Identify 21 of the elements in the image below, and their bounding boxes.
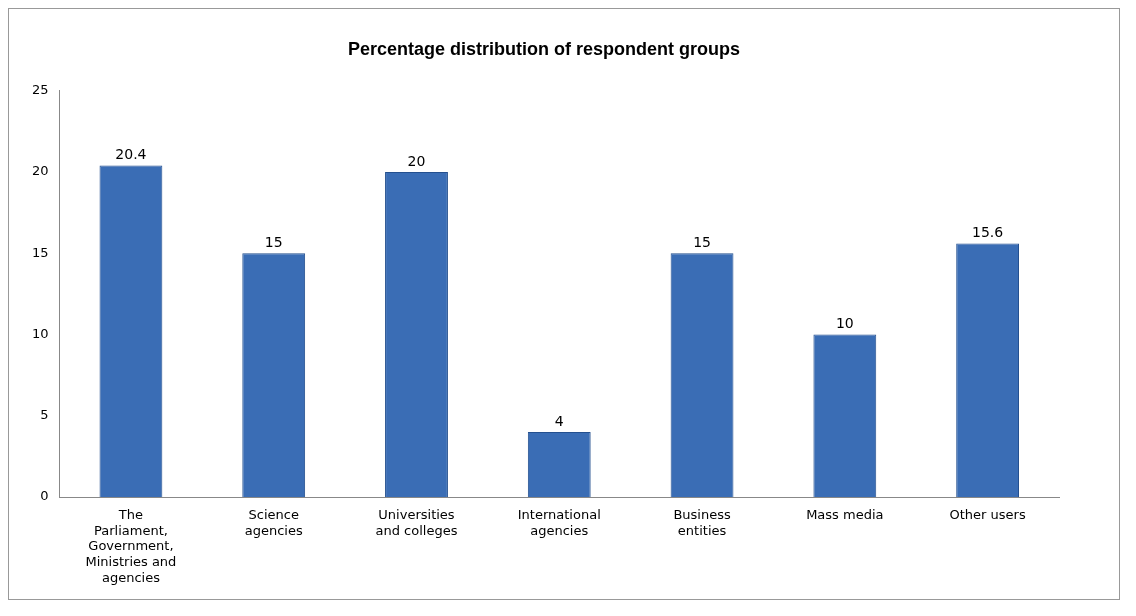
chart-title: Percentage distribution of respondent groups (347, 38, 741, 59)
data-label: 15 (693, 233, 711, 250)
y-tick-label: 15 (32, 244, 49, 260)
y-tick-label: 20 (32, 163, 49, 179)
data-label: 20.4 (115, 146, 147, 163)
x-tick-label: Other users (949, 507, 1026, 523)
data-label: 10 (835, 315, 854, 332)
x-tick-label: Business entities (673, 507, 731, 538)
y-tick-label: 10 (32, 325, 49, 341)
data-label: 20 (407, 152, 426, 169)
y-tick-label: 25 (32, 81, 49, 97)
x-tick-label: Science agencies (244, 507, 303, 538)
x-tick-label: Universities and colleges (375, 507, 458, 538)
y-tick-label: 5 (40, 407, 49, 423)
x-tick-label: International agencies (517, 507, 601, 538)
data-label: 4 (554, 412, 564, 429)
x-tick-label: Mass media (806, 507, 884, 523)
y-tick-label: 0 (40, 488, 49, 504)
data-label: 15.6 (972, 224, 1004, 241)
x-tick-label: The Parliament, Government, Ministries and agencies (85, 507, 177, 585)
data-label: 15 (264, 233, 283, 250)
